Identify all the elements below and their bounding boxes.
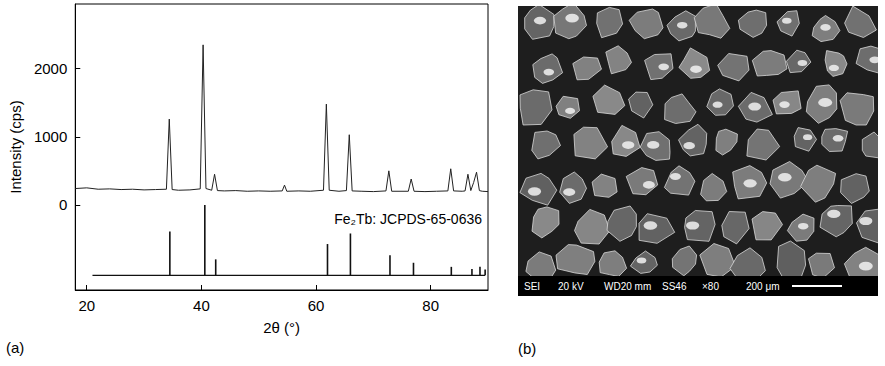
svg-text:20 kV: 20 kV	[558, 281, 584, 292]
svg-text:SEI: SEI	[524, 281, 540, 292]
svg-text:Fe₂Tb: JCPDS-65-0636: Fe₂Tb: JCPDS-65-0636	[334, 211, 482, 227]
svg-text:1000: 1000	[34, 128, 67, 145]
svg-text:40: 40	[193, 297, 210, 314]
svg-text:200 μm: 200 μm	[746, 281, 780, 292]
svg-text:60: 60	[308, 297, 325, 314]
svg-text:(b): (b)	[518, 340, 536, 357]
svg-text:0: 0	[59, 196, 67, 213]
svg-text:80: 80	[422, 297, 439, 314]
svg-text:WD20 mm: WD20 mm	[604, 281, 651, 292]
svg-text:Intensity (cps): Intensity (cps)	[7, 100, 24, 193]
svg-text:20: 20	[78, 297, 95, 314]
svg-text:SS46: SS46	[662, 281, 687, 292]
svg-text:2θ (°): 2θ (°)	[263, 319, 300, 336]
svg-text:×80: ×80	[702, 281, 719, 292]
svg-text:(a): (a)	[6, 339, 24, 356]
svg-text:2000: 2000	[34, 60, 67, 77]
